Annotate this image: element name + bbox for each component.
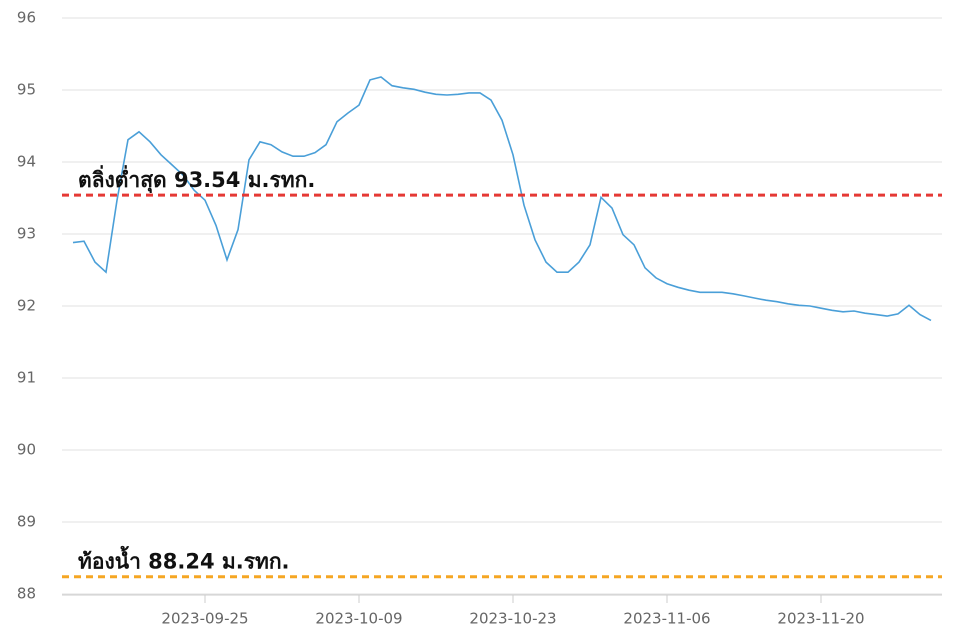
y-tick-label: 96	[17, 9, 36, 27]
y-tick-label: 88	[17, 585, 36, 603]
x-tick-label: 2023-09-25	[161, 610, 248, 628]
x-tick-label: 2023-10-23	[469, 610, 556, 628]
y-tick-label: 90	[17, 441, 36, 459]
y-tick-label: 92	[17, 297, 36, 315]
y-tick-label: 91	[17, 369, 36, 387]
data-line	[72, 76, 932, 322]
y-tick-label: 93	[17, 225, 36, 243]
y-tick-label: 95	[17, 81, 36, 99]
y-tick-label: 94	[17, 153, 36, 171]
x-tick-label: 2023-11-20	[777, 610, 864, 628]
reference-label: ตลิ่งต่ำสุด 93.54 ม.รทก.	[78, 164, 315, 194]
reference-label: ท้องน้ำ 88.24 ม.รทก.	[78, 546, 290, 574]
x-tick-label: 2023-10-09	[315, 610, 402, 628]
y-tick-label: 89	[17, 513, 36, 531]
x-tick-label: 2023-11-06	[623, 610, 710, 628]
